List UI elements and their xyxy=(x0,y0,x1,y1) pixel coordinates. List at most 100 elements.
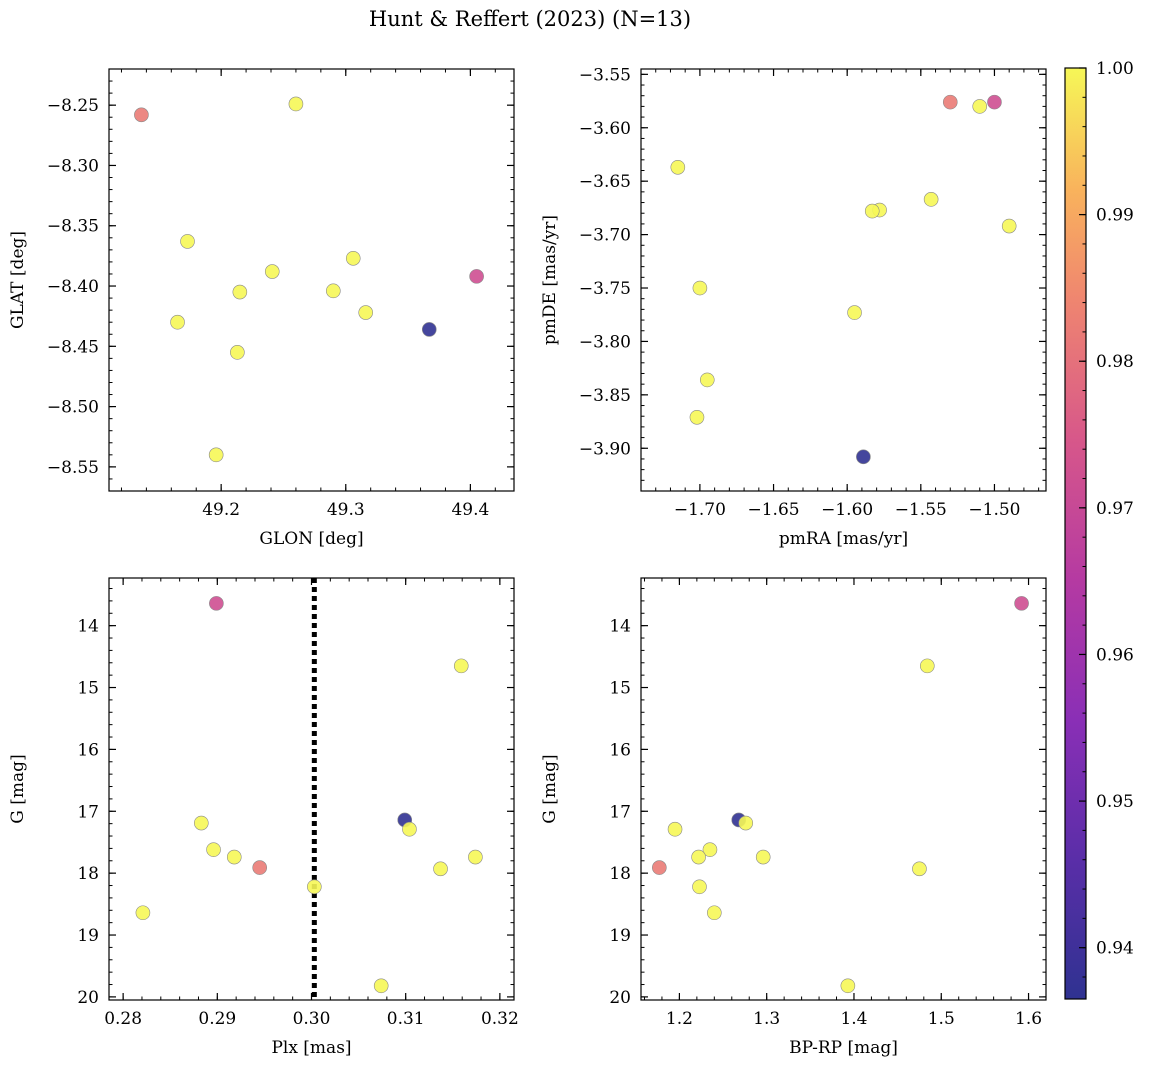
axes-frame xyxy=(108,577,515,1001)
y-tick-label: −8.50 xyxy=(47,398,99,418)
x-tick-label: 0.28 xyxy=(104,1009,142,1029)
y-tick-label: 14 xyxy=(77,617,99,637)
data-point xyxy=(692,879,707,895)
x-tick-label: 0.29 xyxy=(198,1009,236,1029)
y-axis-label: pmDE [mas/yr] xyxy=(540,215,560,345)
axes-frame xyxy=(640,68,1047,492)
data-point xyxy=(373,978,389,994)
axes-frame xyxy=(108,68,515,492)
y-tick-label: −3.80 xyxy=(579,332,631,352)
data-point xyxy=(702,842,718,857)
y-tick-label: 15 xyxy=(77,679,99,699)
data-point xyxy=(692,280,708,296)
data-point xyxy=(912,861,927,877)
y-tick-label: 19 xyxy=(609,926,631,946)
y-tick-label: −8.30 xyxy=(47,156,99,176)
data-point xyxy=(689,409,705,425)
y-tick-label: −3.60 xyxy=(579,119,631,139)
colorbar-tick-label: 0.95 xyxy=(1096,792,1134,812)
data-point xyxy=(707,905,722,921)
data-point xyxy=(421,322,437,337)
panels: 49.2 49.3 49.4 −8.55 −8.50 −8.45 −8.40 −8.35 −8.… xyxy=(8,65,1047,1058)
data-point xyxy=(232,284,248,300)
data-point xyxy=(755,849,771,865)
data-point xyxy=(987,94,1002,110)
y-axis-label: G [mag] xyxy=(540,754,560,823)
data-point xyxy=(919,658,935,674)
data-point xyxy=(670,159,686,175)
colorbar: 0.94 0.95 0.96 0.97 0.98 0.99 1.00 xyxy=(1064,59,1134,1000)
data-point xyxy=(180,234,195,249)
y-tick-label: 16 xyxy=(77,740,99,760)
y-tick-label: 20 xyxy=(77,988,99,1008)
y-axis-label: GLAT [deg] xyxy=(8,231,28,329)
data-point xyxy=(699,372,715,388)
data-point xyxy=(264,264,280,279)
x-tick-label: 1.4 xyxy=(840,1009,867,1029)
axes-frame xyxy=(640,577,1047,1001)
x-tick-label: −1.60 xyxy=(821,500,873,520)
y-tick-label: 17 xyxy=(609,802,631,822)
x-tick-label: 49.3 xyxy=(327,500,365,520)
x-tick-label: 1.5 xyxy=(928,1009,955,1029)
colorbar-tick-label: 1.00 xyxy=(1096,59,1134,79)
x-tick-label: 49.2 xyxy=(202,500,240,520)
colorbar-tick-label: 0.94 xyxy=(1096,939,1134,959)
data-point xyxy=(856,449,871,465)
x-axis-label: BP-RP [mag] xyxy=(789,1038,898,1058)
y-tick-label: −8.45 xyxy=(47,337,99,357)
data-point xyxy=(288,96,304,112)
y-tick-label: −3.70 xyxy=(579,226,631,246)
x-axis-label: Plx [mas] xyxy=(271,1038,351,1058)
y-tick-label: −3.75 xyxy=(579,279,631,299)
x-tick-label: 0.32 xyxy=(481,1009,519,1029)
data-point xyxy=(738,815,754,831)
data-point xyxy=(170,314,185,330)
data-point xyxy=(345,250,361,266)
x-tick-label: 1.6 xyxy=(1015,1009,1042,1029)
x-tick-label: −1.70 xyxy=(674,500,726,520)
colorbar-tick-label: 0.99 xyxy=(1096,206,1134,226)
x-tick-label: −1.55 xyxy=(895,500,947,520)
y-tick-label: 15 xyxy=(609,679,631,699)
colorbar-ticks: 0.94 0.95 0.96 0.97 0.98 0.99 1.00 xyxy=(1079,59,1134,978)
x-tick-label: 1.2 xyxy=(666,1009,693,1029)
data-point xyxy=(402,821,417,837)
y-tick-label: −8.55 xyxy=(47,458,99,478)
y-tick-label: 18 xyxy=(609,864,631,884)
x-axis-label: GLON [deg] xyxy=(259,529,363,549)
data-point xyxy=(433,861,448,877)
x-axis-label: pmRA [mas/yr] xyxy=(779,529,908,549)
y-tick-label: −8.35 xyxy=(47,217,99,237)
panel-pmra-pmde: −1.70 −1.65 −1.60 −1.55 −1.50 −3.90 −3.85 −3.80… xyxy=(540,65,1047,549)
colorbar-frame xyxy=(1064,67,1087,1000)
x-tick-label: 0.31 xyxy=(387,1009,425,1029)
data-point xyxy=(252,860,267,875)
data-point xyxy=(194,815,209,831)
x-tick-label: 49.4 xyxy=(451,500,489,520)
panel-bprp-g: 1.2 1.3 1.4 1.5 1.6 14 15 16 17 18 19 20 BP-RP [mag]… xyxy=(540,577,1047,1058)
colorbar-tick-label: 0.97 xyxy=(1096,499,1134,519)
data-point xyxy=(358,305,374,320)
data-point xyxy=(667,821,683,837)
data-point xyxy=(209,596,224,611)
data-point xyxy=(134,107,149,123)
y-tick-label: −3.65 xyxy=(579,172,631,192)
data-point xyxy=(840,978,856,994)
y-tick-label: 17 xyxy=(77,802,99,822)
data-point xyxy=(1014,596,1029,611)
data-point xyxy=(972,99,988,114)
data-point xyxy=(847,305,862,320)
x-tick-label: 0.30 xyxy=(293,1009,331,1029)
data-point xyxy=(453,658,469,674)
data-point xyxy=(1001,218,1017,234)
y-tick-label: −3.55 xyxy=(579,65,631,85)
data-point xyxy=(326,283,341,299)
data-point xyxy=(135,905,151,921)
data-point xyxy=(942,94,958,110)
figure-title: Hunt & Reffert (2023) (N=13) xyxy=(369,7,691,31)
y-tick-label: −3.90 xyxy=(579,439,631,459)
data-point xyxy=(923,192,939,207)
y-tick-label: 19 xyxy=(77,926,99,946)
